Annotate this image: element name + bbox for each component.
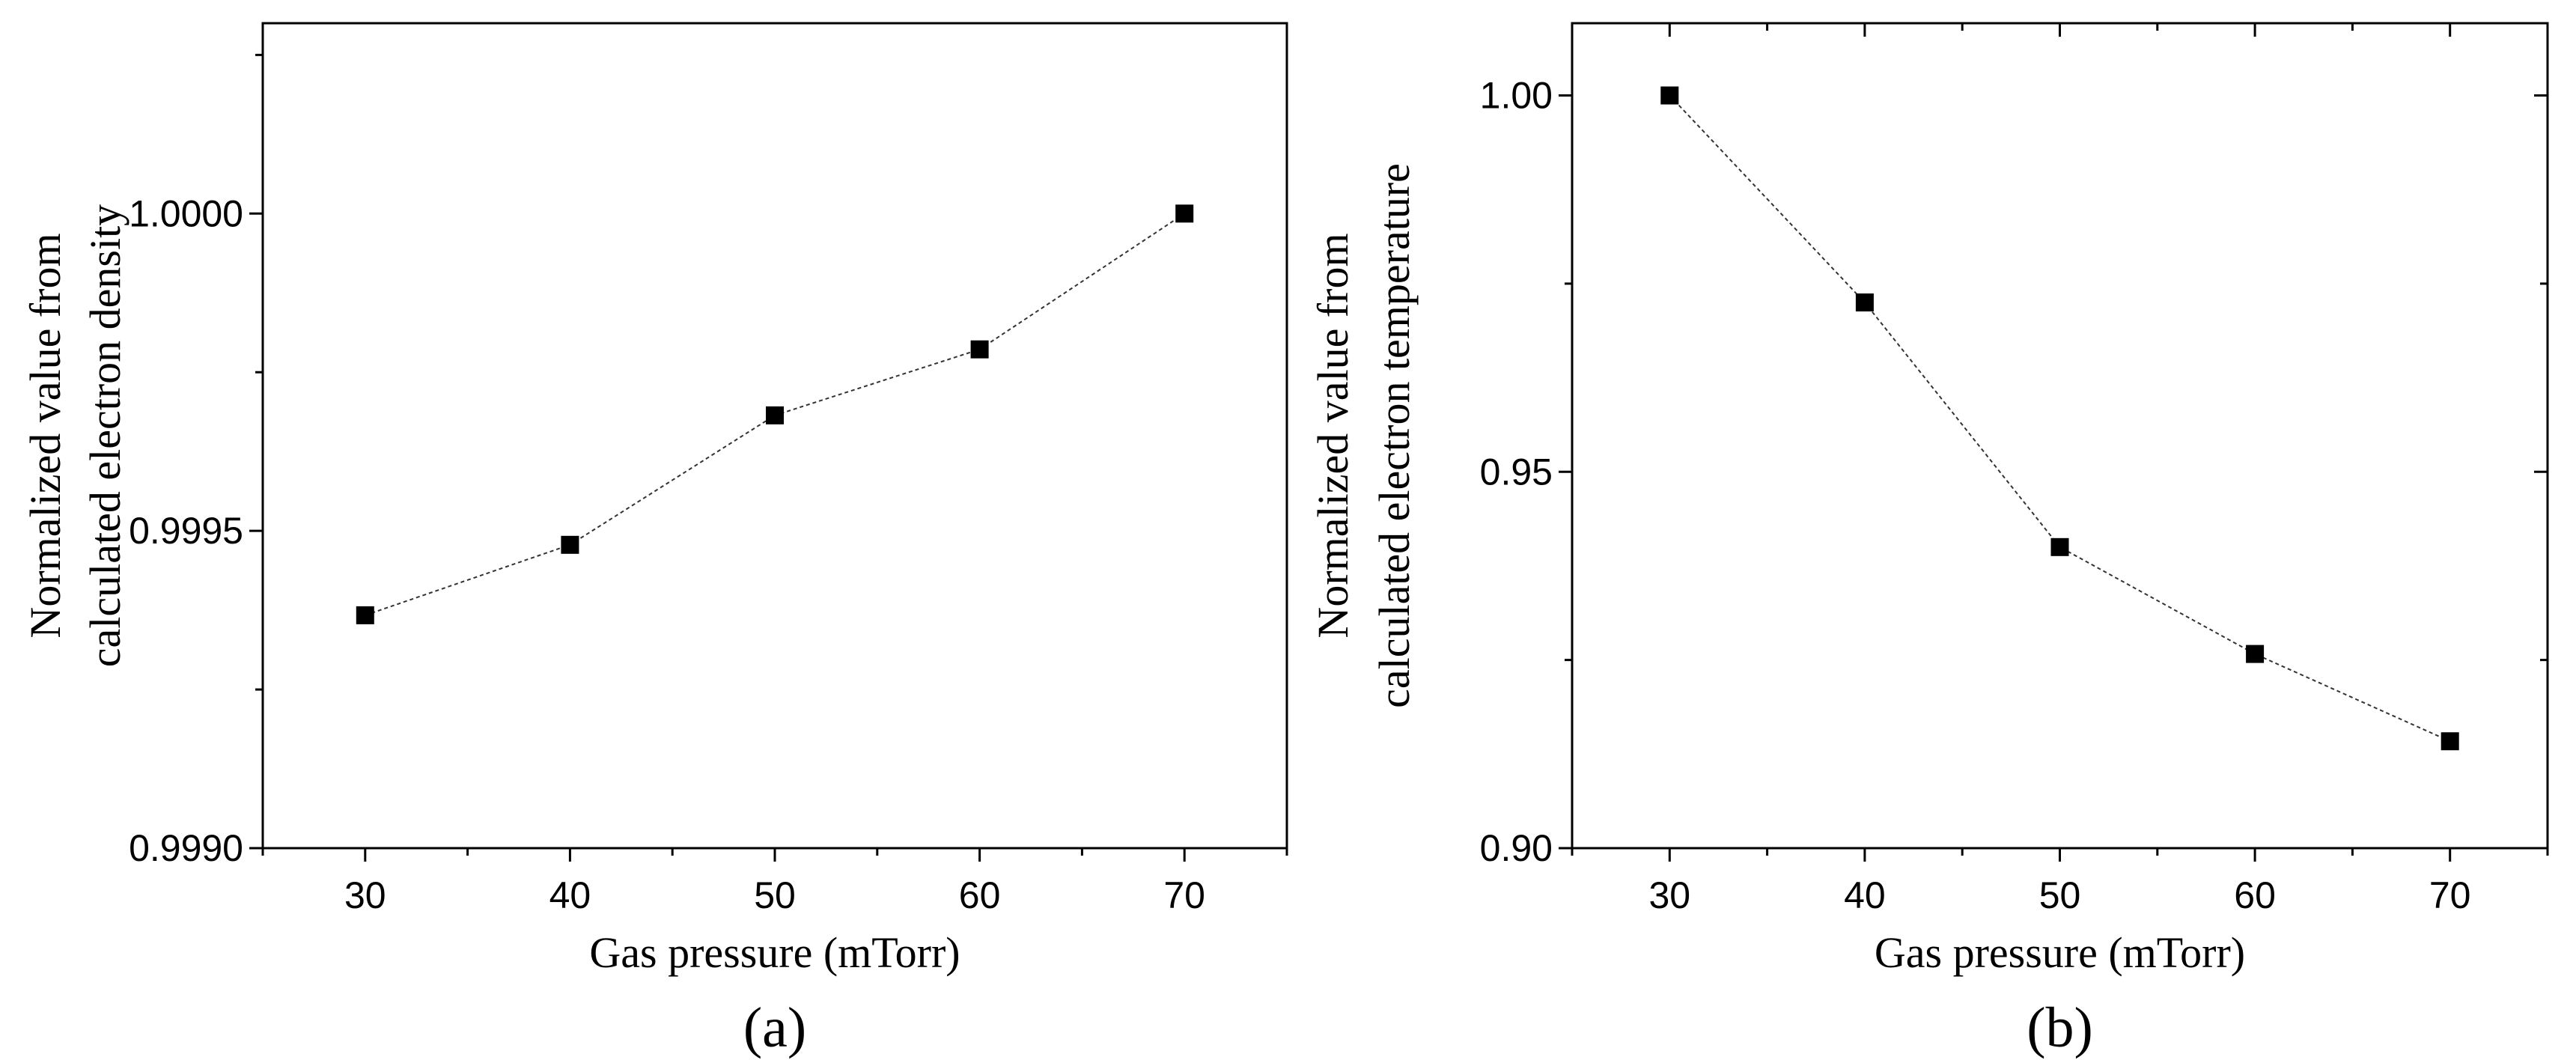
data-point (766, 406, 784, 424)
y-tick-label: 0.90 (1480, 827, 1553, 869)
y-axis-title-line-2: calculated electron temperature (1370, 163, 1419, 708)
data-point (1660, 86, 1679, 105)
panel-label: (a) (743, 996, 806, 1059)
data-point (1175, 204, 1194, 223)
y-tick-label: 1.0000 (129, 192, 243, 234)
x-axis-title: Gas pressure (mTorr) (1875, 928, 2245, 977)
plot-frame (261, 22, 1288, 850)
data-point (2246, 645, 2265, 663)
data-point (2440, 732, 2459, 751)
y-axis-title-line-1: Normalized value from (1309, 233, 1357, 638)
chart-panel-a: 30 40 50 60 70 0.9990 0.9995 1.0000 Normalized v… (21, 22, 1288, 1059)
y-tick-label: 1.00 (1480, 75, 1553, 117)
data-point (1855, 293, 1874, 312)
x-tick-label: 60 (959, 874, 1001, 916)
x-tick-label: 60 (2234, 874, 2276, 916)
x-tick-label: 70 (1163, 874, 1205, 916)
data-point (2050, 537, 2069, 556)
y-tick-label: 0.95 (1480, 451, 1553, 493)
y-axis-title-line-2: calculated electron density (81, 204, 130, 667)
x-tick-label: 30 (1648, 874, 1690, 916)
x-tick-label: 40 (1844, 874, 1886, 916)
x-axis-title: Gas pressure (mTorr) (589, 928, 960, 977)
x-tick-label: 50 (2039, 874, 2081, 916)
y-tick-label: 0.9990 (129, 827, 243, 869)
x-tick-label: 40 (549, 874, 591, 916)
panel-label: (b) (2027, 996, 2093, 1059)
x-tick-label: 50 (754, 874, 796, 916)
data-point (561, 535, 579, 554)
data-point (356, 606, 374, 624)
y-tick-label: 0.9995 (129, 510, 243, 552)
y-axis-title-line-1: Normalized value from (21, 233, 70, 638)
series-line (1669, 94, 2451, 743)
data-point (970, 340, 989, 359)
x-tick-label: 30 (344, 874, 386, 916)
x-tick-label: 70 (2429, 874, 2471, 916)
chart-panel-b: 30 40 50 60 70 0.90 0.95 1.00 Normalized value f… (1309, 22, 2549, 1059)
